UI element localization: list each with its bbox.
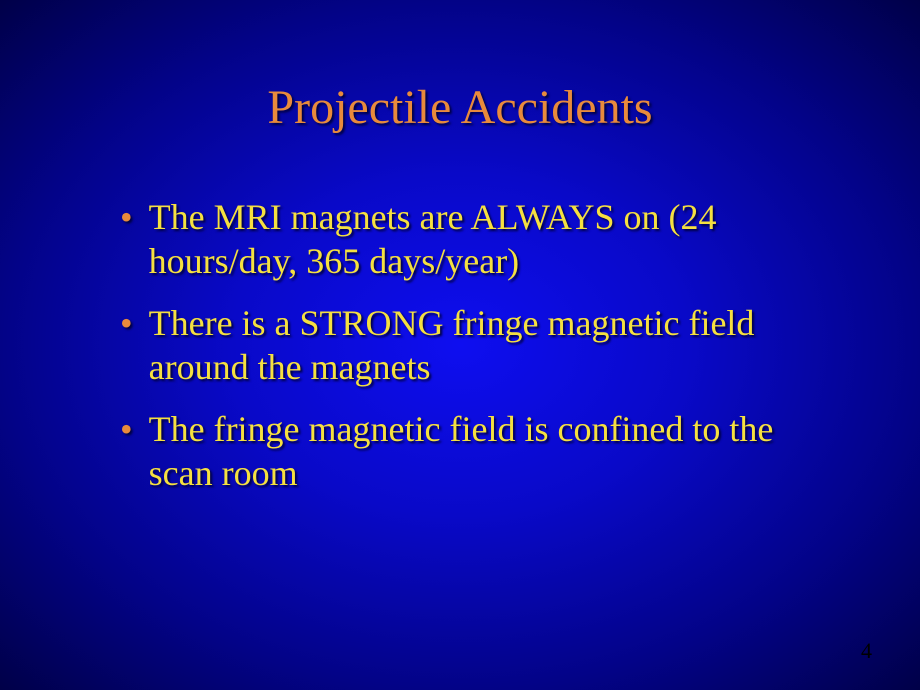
bullet-marker: • bbox=[120, 407, 133, 451]
page-number: 4 bbox=[861, 638, 872, 664]
bullet-text: The fringe magnetic field is confined to… bbox=[149, 407, 830, 495]
bullet-list: • The MRI magnets are ALWAYS on (24 hour… bbox=[80, 195, 840, 495]
bullet-marker: • bbox=[120, 195, 133, 239]
list-item: • The fringe magnetic field is confined … bbox=[120, 407, 830, 495]
bullet-marker: • bbox=[120, 301, 133, 345]
slide-title: Projectile Accidents bbox=[80, 80, 840, 135]
bullet-text: The MRI magnets are ALWAYS on (24 hours/… bbox=[149, 195, 830, 283]
slide-container: Projectile Accidents • The MRI magnets a… bbox=[0, 0, 920, 690]
list-item: • There is a STRONG fringe magnetic fiel… bbox=[120, 301, 830, 389]
bullet-text: There is a STRONG fringe magnetic field … bbox=[149, 301, 830, 389]
list-item: • The MRI magnets are ALWAYS on (24 hour… bbox=[120, 195, 830, 283]
